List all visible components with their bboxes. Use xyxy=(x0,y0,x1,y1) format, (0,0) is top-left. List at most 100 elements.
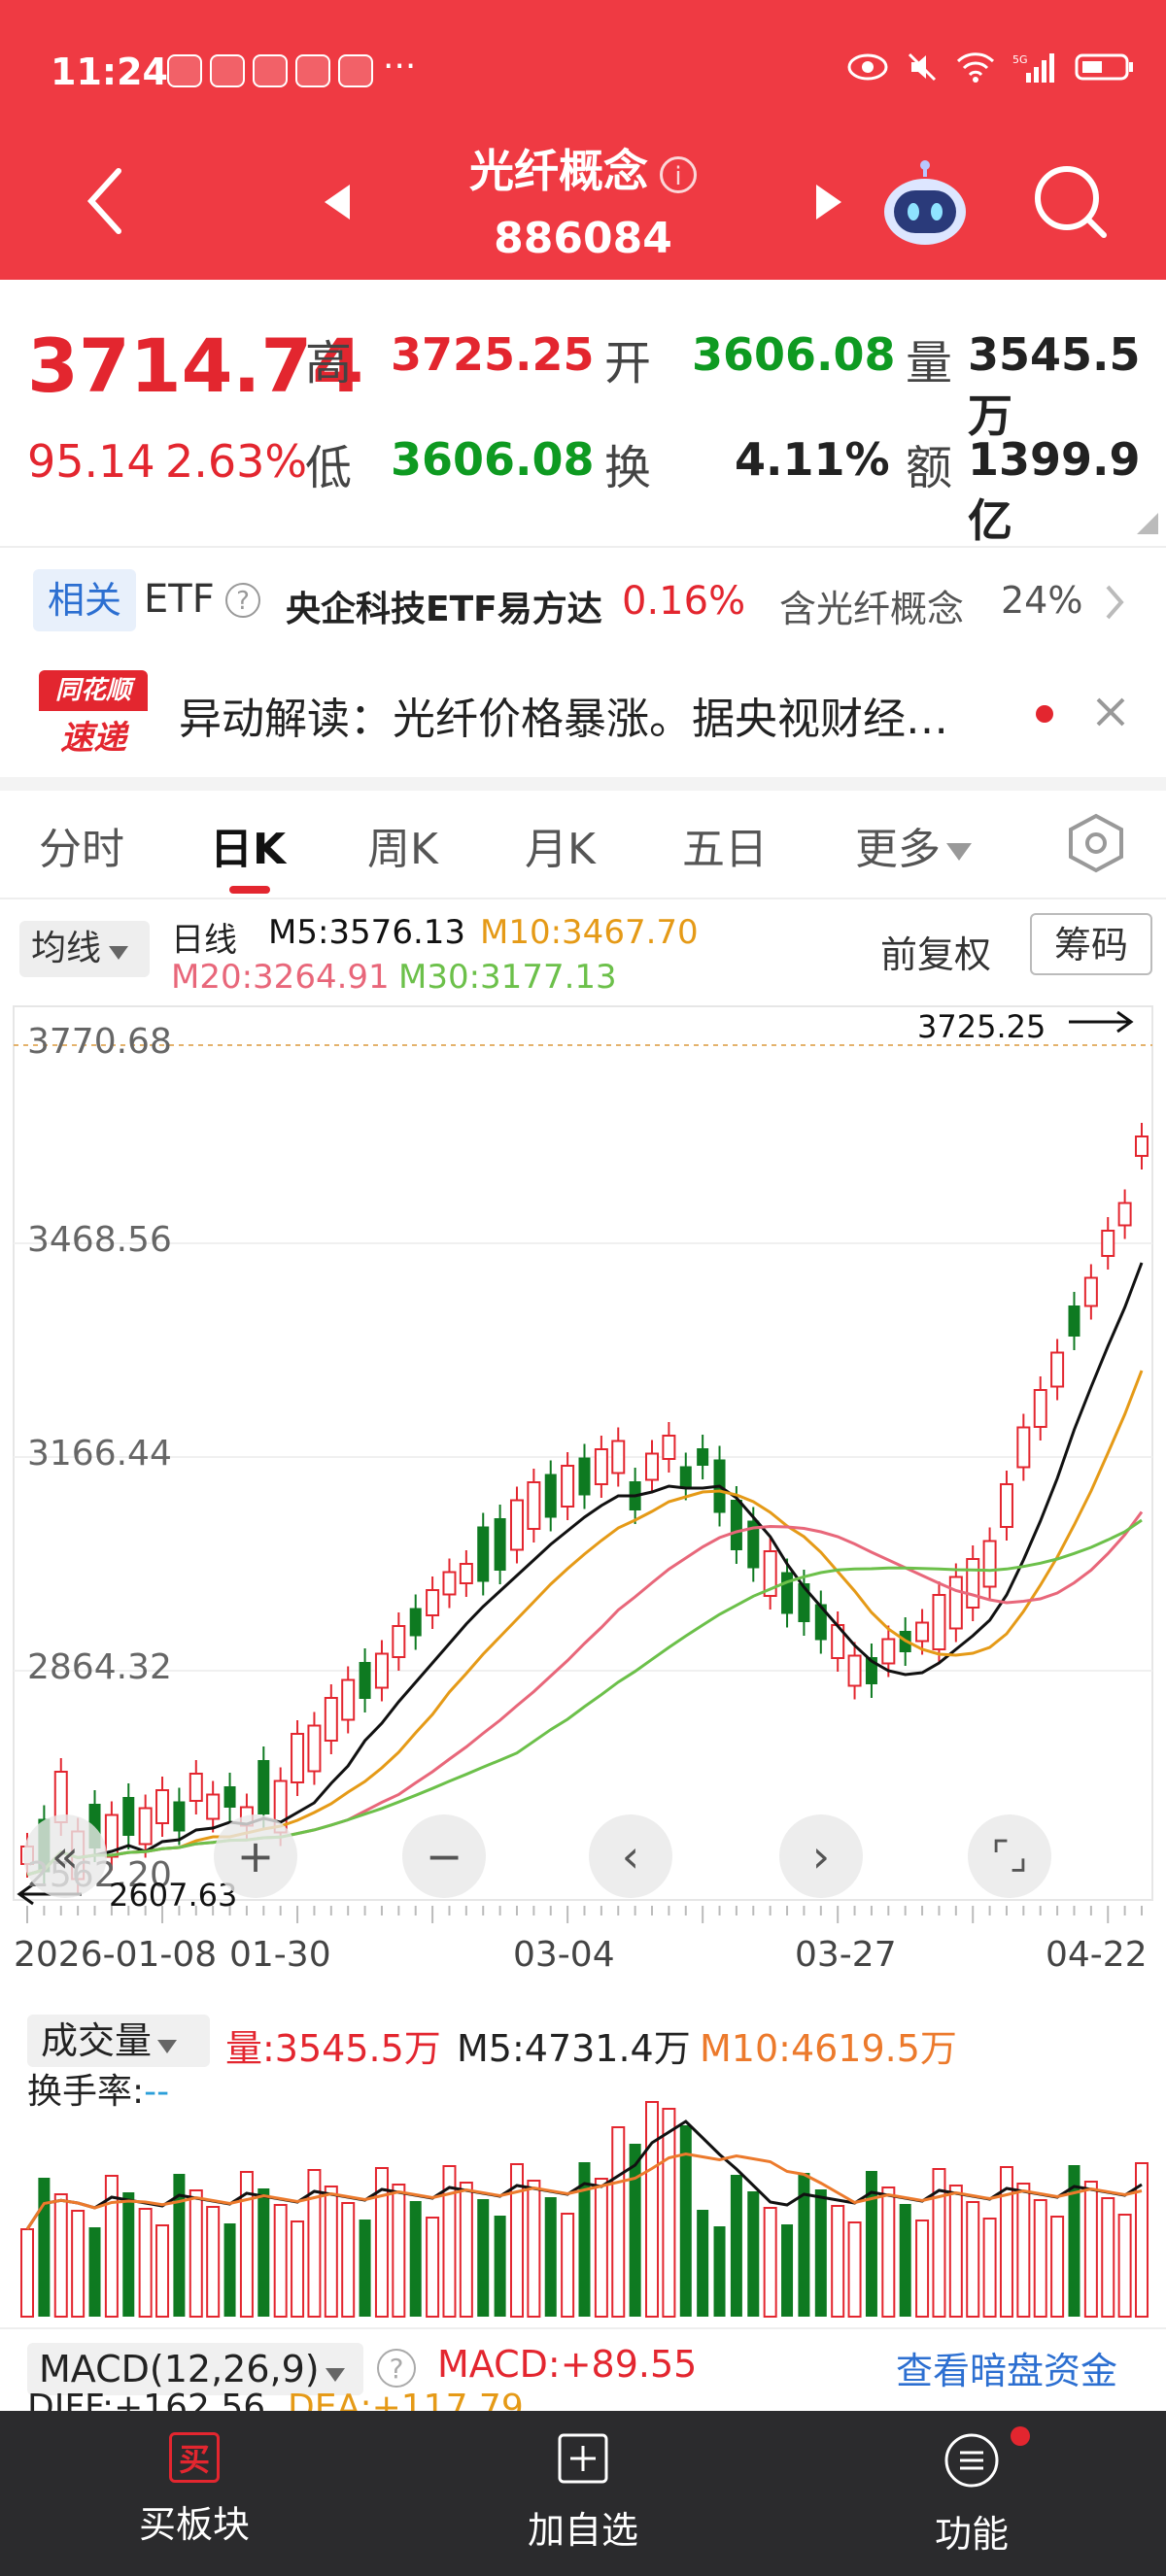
candle-body xyxy=(1083,1276,1098,1307)
volume-bar xyxy=(697,2210,709,2317)
volume-bar xyxy=(814,2189,827,2317)
candle-body xyxy=(173,1801,186,1832)
volume-bar xyxy=(122,2192,135,2317)
tab-weekly-k[interactable]: 周K xyxy=(367,825,438,874)
volume-bar xyxy=(71,2210,86,2318)
zoom-out-icon[interactable]: − xyxy=(402,1814,486,1898)
ma-select[interactable]: 均线 xyxy=(19,921,150,977)
candle-body xyxy=(494,1518,506,1571)
contain-pct: 24% xyxy=(1001,579,1083,622)
triangle-down-icon xyxy=(157,2040,178,2053)
dark-pool-link[interactable]: 查看暗盘资金 xyxy=(896,2350,1118,2392)
etf-name[interactable]: 央企科技ETF易方达 xyxy=(286,590,602,629)
tab-intraday[interactable]: 分时 xyxy=(39,825,124,874)
volume-ma-lines xyxy=(25,2119,1143,2230)
candle-body xyxy=(307,1724,322,1773)
prev-stock-icon[interactable] xyxy=(325,185,352,220)
candles xyxy=(20,1123,1149,1893)
functions-button[interactable]: 功能 xyxy=(826,2432,1117,2558)
volume-bar xyxy=(561,2213,575,2318)
volume-bar xyxy=(1135,2162,1149,2318)
ma5-value: M5:3576.13 xyxy=(268,913,466,952)
volume-bar xyxy=(527,2180,541,2318)
expand-corner-icon[interactable] xyxy=(1137,513,1158,534)
volume-bar xyxy=(392,2184,406,2318)
back-icon[interactable] xyxy=(86,167,124,235)
volume-bar xyxy=(847,2221,862,2318)
candle-body xyxy=(1050,1351,1065,1388)
volume-value: 3545.5万 xyxy=(968,328,1141,442)
robot-assistant-icon[interactable] xyxy=(880,159,970,249)
volume-bar xyxy=(459,2182,473,2318)
buy-icon: 买 xyxy=(169,2432,220,2483)
candle-body xyxy=(138,1807,153,1846)
candle-body xyxy=(257,1760,270,1814)
rewind-icon[interactable]: « xyxy=(23,1814,107,1898)
candle-body xyxy=(594,1448,608,1485)
date-label: 2026-01-08 xyxy=(14,1935,218,1975)
macd-select[interactable]: MACD(12,26,9) xyxy=(27,2343,363,2395)
tab-more[interactable]: 更多 xyxy=(855,814,972,876)
candle-body xyxy=(747,1520,760,1569)
candle-body xyxy=(798,1583,810,1622)
candle-body xyxy=(781,1572,794,1614)
candle-body xyxy=(948,1576,963,1630)
divider xyxy=(0,546,1166,548)
chevron-right-icon[interactable] xyxy=(1104,583,1125,622)
volume-bar xyxy=(932,2168,946,2318)
close-icon[interactable] xyxy=(1094,695,1127,729)
volume-bar xyxy=(88,2227,101,2317)
ma-line xyxy=(26,1370,1144,1877)
buy-sector-button[interactable]: 买 买板块 xyxy=(49,2432,340,2548)
candle-body xyxy=(611,1440,626,1474)
volume-bar xyxy=(629,2144,641,2317)
macd-dea: DEA:+117.79 xyxy=(288,2388,524,2411)
volume-bar xyxy=(477,2199,490,2317)
zoom-in-icon[interactable]: + xyxy=(214,1814,297,1898)
tab-daily-k[interactable]: 日K xyxy=(210,825,287,874)
volume-bar xyxy=(155,2224,170,2318)
scroll-left-icon[interactable]: ‹ xyxy=(589,1814,672,1898)
app-notification-icon xyxy=(295,54,330,87)
volume-select[interactable]: 成交量 xyxy=(27,2015,210,2067)
chips-button[interactable]: 筹码 xyxy=(1030,913,1152,975)
volume-bar xyxy=(899,2204,911,2317)
date-label: 04-22 xyxy=(1046,1935,1148,1975)
adjust-mode[interactable]: 前复权 xyxy=(880,933,992,976)
bottom-bar: 买 买板块 加自选 功能 xyxy=(0,2411,1166,2576)
amount-label: 额 xyxy=(906,441,953,495)
fullscreen-icon[interactable]: ⌜⌟ xyxy=(968,1814,1051,1898)
help-icon[interactable]: ? xyxy=(225,583,260,618)
candle-body xyxy=(527,1481,541,1530)
scroll-right-icon[interactable]: › xyxy=(779,1814,863,1898)
volume-bar xyxy=(544,2197,557,2317)
ma10-value: M10:3467.70 xyxy=(480,913,699,952)
tab-monthly-k[interactable]: 月K xyxy=(525,825,596,874)
volume-bar xyxy=(645,2101,660,2318)
candle-body xyxy=(442,1571,457,1596)
kline-chart[interactable] xyxy=(0,1000,1166,1914)
search-icon[interactable] xyxy=(1032,163,1110,241)
turnover-label: 换 xyxy=(604,441,652,495)
add-square-icon xyxy=(558,2433,608,2484)
info-icon[interactable]: i xyxy=(660,155,697,193)
next-stock-icon[interactable] xyxy=(814,185,841,220)
news-headline[interactable]: 异动解读：光纤价格暴涨。据央视财经… xyxy=(179,695,948,744)
triangle-down-icon xyxy=(325,2368,345,2382)
settings-hexagon-icon[interactable] xyxy=(1065,812,1127,874)
add-watchlist-button[interactable]: 加自选 xyxy=(437,2432,729,2554)
help-icon[interactable]: ? xyxy=(377,2349,416,2388)
volume-bar xyxy=(713,2226,726,2317)
date-label: 03-04 xyxy=(513,1935,615,1975)
volume-bar xyxy=(679,2125,692,2317)
tab-five-day[interactable]: 五日 xyxy=(682,825,768,874)
stock-code: 886084 xyxy=(494,214,672,263)
price-axis-label: 2864.32 xyxy=(27,1647,172,1687)
volume-bar xyxy=(865,2171,877,2317)
period-label: 日线 xyxy=(171,921,237,960)
volume-bar xyxy=(324,2186,338,2318)
current-price: 3714.74 xyxy=(27,322,364,409)
app-notification-icon xyxy=(338,54,373,87)
candle-body xyxy=(189,1773,203,1802)
open-value: 3606.08 xyxy=(692,328,896,381)
